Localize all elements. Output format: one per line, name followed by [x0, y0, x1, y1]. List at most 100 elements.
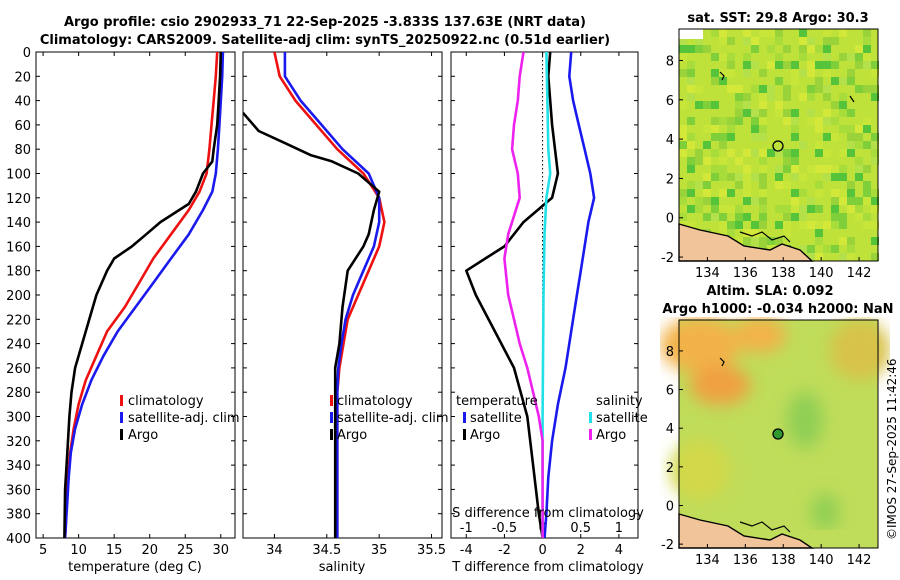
temperature-legend: climatology satellite-adj. clim Argo [120, 394, 240, 443]
salinity-axes [242, 51, 443, 539]
sst-cell [719, 213, 727, 221]
sst-cell [727, 125, 735, 133]
sst-cell [679, 125, 687, 133]
sst-cell [759, 181, 767, 189]
timestamp-stamp: ©IMOS 27-Sep-2025 11:42:46 [885, 358, 899, 540]
sst-cell [743, 229, 751, 237]
sst-cell [719, 157, 727, 165]
sst-cell [719, 221, 727, 229]
sst-cell [703, 101, 711, 109]
sst-cell [759, 125, 767, 133]
sla-map-title-line1: Altim. SLA: 0.092 [707, 284, 834, 299]
x-tick-label: -4 [460, 543, 473, 558]
sst-cell [863, 53, 871, 61]
y-tick-label: 280 [6, 386, 31, 401]
sst-cell [863, 117, 871, 125]
sst-cell [727, 133, 735, 141]
sst-cell [703, 189, 711, 197]
sst-cell [847, 149, 855, 157]
sla-map-coastline [719, 357, 791, 533]
legend-swatch-climatology [120, 395, 123, 406]
sst-cell [759, 205, 767, 213]
difference-panel: -4 -2 0 2 4-1 -0.5 0 0.5 1 T difference from cli… [450, 51, 648, 575]
sst-cell [751, 229, 759, 237]
legend-swatch-s-satellite [589, 412, 592, 423]
sst-cell [711, 173, 719, 181]
sst-cell [719, 173, 727, 181]
sst-cell [791, 173, 799, 181]
sst-cell [783, 61, 791, 69]
legend-label-climatology: climatology [128, 394, 204, 409]
map-y-tick-label: 2 [666, 172, 674, 187]
sst-cell [735, 93, 743, 101]
sst-cell [735, 85, 743, 93]
sst-cell [743, 149, 751, 157]
sst-cell [831, 37, 839, 45]
sst-cell [719, 69, 727, 77]
sst-cell [783, 93, 791, 101]
sst-cell [791, 205, 799, 213]
sst-cell [807, 253, 815, 261]
x-tick-label: 2 [577, 543, 585, 558]
sst-cell [863, 141, 871, 149]
sst-cell [783, 221, 791, 229]
sst-cell [719, 229, 727, 237]
sst-cell [711, 117, 719, 125]
sst-cell [815, 165, 823, 173]
map-y-tick-label: 8 [666, 345, 674, 360]
sst-cell [815, 205, 823, 213]
sst-cell [711, 53, 719, 61]
salinity-xlabel: salinity [319, 560, 366, 575]
salinity-panel: 34 34.5 35 35.5 salinity climatology satell… [242, 51, 449, 575]
sst-cell [871, 205, 879, 213]
sst-cell [719, 133, 727, 141]
sst-cell [727, 173, 735, 181]
sst-cell [687, 221, 695, 229]
x-tick-label: 35.5 [417, 543, 446, 558]
sst-cell [695, 85, 703, 93]
sst-cell [823, 29, 831, 37]
sst-cell [847, 77, 855, 85]
sst-cell [687, 181, 695, 189]
y-tick-label: 60 [14, 119, 31, 134]
sst-cell [687, 69, 695, 77]
sst-cell [871, 141, 879, 149]
sst-cell [727, 53, 735, 61]
legend-label-satellite: satellite-adj. clim [128, 411, 240, 426]
sst-cell [767, 237, 775, 245]
sst-cell [719, 53, 727, 61]
sst-cell [759, 133, 767, 141]
map-x-tick-label: 134 [695, 266, 720, 281]
sst-cell [751, 237, 759, 245]
sst-cell [735, 213, 743, 221]
x-tick-label: -2 [498, 543, 511, 558]
sst-cell [791, 149, 799, 157]
x2-tick-label: -0.5 [492, 521, 517, 536]
sst-cell [783, 45, 791, 53]
legend-swatch-t-satellite [463, 412, 466, 423]
legend-swatch-s-argo [589, 429, 592, 440]
sst-cell [791, 77, 799, 85]
sst-cell [759, 109, 767, 117]
sst-cell [831, 245, 839, 253]
sst-cell [743, 37, 751, 45]
sst-cell [823, 165, 831, 173]
sst-cell [823, 221, 831, 229]
sst-cell [711, 29, 719, 37]
sst-cell [743, 173, 751, 181]
sst-cell [687, 117, 695, 125]
sst-cell [799, 93, 807, 101]
sst-cell [823, 85, 831, 93]
sst-cell [743, 237, 751, 245]
temperature-panel: 5 10 15 20 25 3002040608010012014016018020022… [6, 46, 239, 575]
sst-cell [823, 37, 831, 45]
sst-cell [719, 29, 727, 37]
sst-cell [679, 213, 687, 221]
sst-cell [727, 69, 735, 77]
sst-cell [847, 189, 855, 197]
x-tick-label: 30 [213, 543, 230, 558]
sst-cell [831, 77, 839, 85]
figure-title-line2: Climatology: CARS2009. Satellite-adj cli… [39, 33, 611, 48]
sst-cell [799, 45, 807, 53]
sst-cell [815, 125, 823, 133]
